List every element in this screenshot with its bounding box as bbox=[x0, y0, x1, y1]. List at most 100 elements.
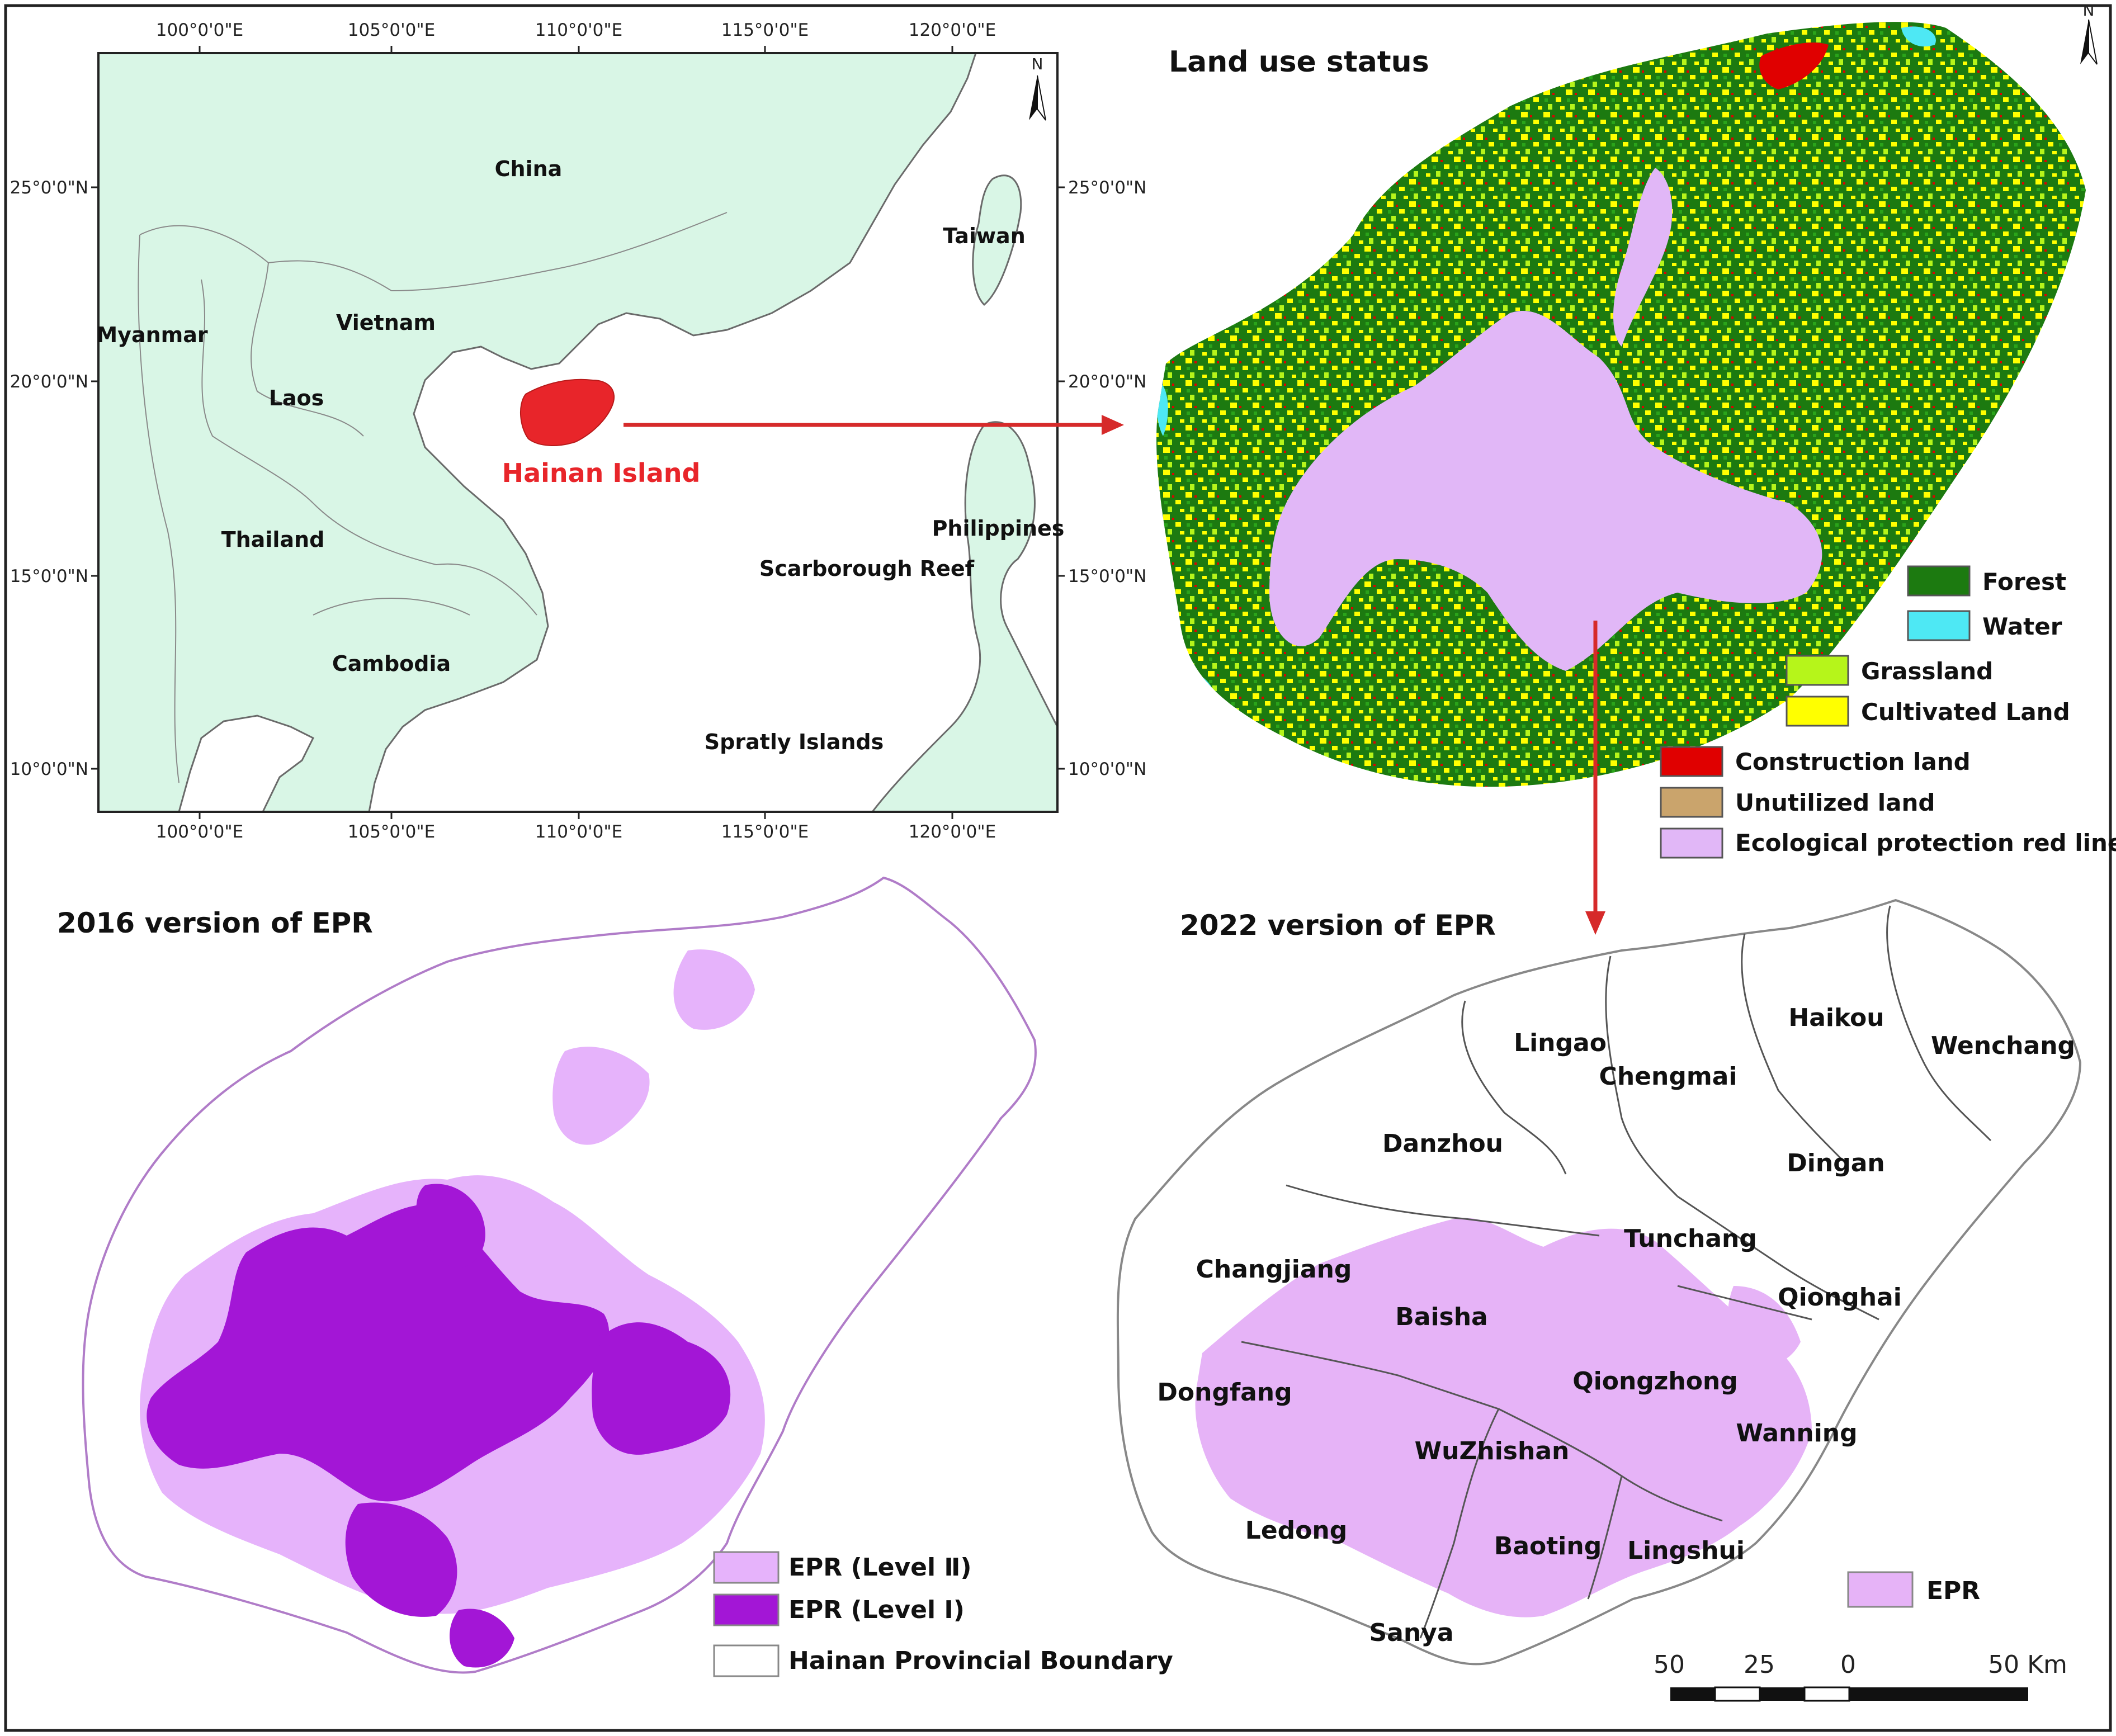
county-baoting: Baoting bbox=[1494, 1532, 1602, 1560]
top-tick-label: 120°0'0"E bbox=[909, 20, 996, 40]
red-line-zone bbox=[1269, 311, 1822, 671]
epr-2022-legend: EPR bbox=[1847, 1571, 1980, 1608]
place-thailand: Thailand bbox=[221, 527, 325, 552]
location-map-ticks bbox=[91, 46, 1065, 819]
county-sanya: Sanya bbox=[1369, 1619, 1453, 1647]
bottom-tick-label: 120°0'0"E bbox=[909, 822, 996, 842]
legend-swatch-boundary bbox=[713, 1644, 780, 1677]
bottom-tick-label: 100°0'0"E bbox=[156, 822, 243, 842]
epr-2022-map: 2022 version of EPR Lingao Haikou Wencha… bbox=[1116, 898, 2082, 1702]
county-haikou: Haikou bbox=[1788, 1004, 1884, 1032]
bottom-tick-label: 110°0'0"E bbox=[535, 822, 622, 842]
land-use-legend: Forest Water Grassland Cultivated Land C… bbox=[1660, 565, 2116, 859]
epr-level2-zone bbox=[552, 1047, 650, 1145]
scale-segment bbox=[1849, 1687, 2028, 1701]
north-arrow-icon: N bbox=[1029, 55, 1046, 121]
county-qiongzhong: Qiongzhong bbox=[1572, 1367, 1738, 1396]
county-chengmai: Chengmai bbox=[1599, 1062, 1737, 1091]
scale-label: 50 bbox=[1654, 1650, 1685, 1679]
land-use-title: Land use status bbox=[1169, 45, 1429, 79]
legend-swatch-cultivated bbox=[1786, 696, 1849, 727]
left-tick-label: 15°0'0"N bbox=[10, 566, 88, 586]
epr-zone bbox=[1195, 1218, 1812, 1617]
left-tick-label: 10°0'0"N bbox=[10, 759, 88, 779]
county-lingshui: Lingshui bbox=[1627, 1536, 1745, 1565]
north-label: N bbox=[1032, 55, 1043, 73]
county-qionghai: Qionghai bbox=[1778, 1283, 1902, 1312]
water-coast bbox=[1901, 26, 1936, 47]
scale-segment bbox=[1714, 1686, 1761, 1702]
epr-2016-legend: EPR (Level Ⅱ) EPR (Level Ⅰ) Hainan Provi… bbox=[713, 1551, 1173, 1677]
top-tick-label: 110°0'0"E bbox=[535, 20, 622, 40]
scale-segment bbox=[1803, 1686, 1850, 1702]
bottom-tick-label: 115°0'0"E bbox=[721, 822, 809, 842]
legend-construction: Construction land bbox=[1735, 748, 1971, 775]
land-use-map: Land use status N Forest Water Grassland… bbox=[1156, 1, 2116, 935]
scale-bar: 50 25 0 50 Km bbox=[1654, 1650, 2067, 1702]
right-tick-label: 10°0'0"N bbox=[1068, 759, 1146, 779]
top-tick-label: 105°0'0"E bbox=[348, 20, 435, 40]
legend-level1: EPR (Level Ⅰ) bbox=[788, 1596, 965, 1624]
scale-label: 50 Km bbox=[1988, 1650, 2067, 1679]
legend-level2: EPR (Level Ⅱ) bbox=[788, 1553, 972, 1582]
location-map: 100°0'0"E 105°0'0"E 110°0'0"E 115°0'0"E … bbox=[10, 20, 1147, 842]
legend-forest: Forest bbox=[1982, 568, 2066, 595]
place-laos: Laos bbox=[269, 386, 324, 410]
county-dingan: Dingan bbox=[1787, 1149, 1884, 1177]
legend-swatch-construction bbox=[1660, 746, 1723, 777]
county-tunchang: Tunchang bbox=[1624, 1224, 1757, 1253]
epr-level1-zone bbox=[449, 1609, 514, 1668]
legend-swatch-forest bbox=[1907, 565, 1971, 597]
legend-cultivated: Cultivated Land bbox=[1861, 698, 2070, 726]
county-changjiang: Changjiang bbox=[1196, 1255, 1352, 1284]
legend-swatch-red-line bbox=[1660, 827, 1723, 859]
epr-level1-zone bbox=[147, 1204, 610, 1502]
left-tick-label: 25°0'0"N bbox=[10, 178, 88, 198]
legend-swatch-grassland bbox=[1786, 655, 1849, 686]
legend-red-line: Ecological protection red line bbox=[1735, 829, 2116, 857]
place-taiwan: Taiwan bbox=[943, 224, 1026, 248]
place-china: China bbox=[495, 157, 563, 181]
legend-grassland: Grassland bbox=[1861, 657, 1993, 685]
legend-unutilized: Unutilized land bbox=[1735, 789, 1935, 816]
legend-swatch-level2 bbox=[713, 1551, 780, 1584]
place-myanmar: Myanmar bbox=[96, 323, 208, 347]
legend-water: Water bbox=[1982, 613, 2062, 640]
county-wuzhishan: WuZhishan bbox=[1415, 1437, 1570, 1465]
county-lingao: Lingao bbox=[1514, 1029, 1607, 1057]
legend-swatch-epr bbox=[1847, 1571, 1914, 1608]
epr-zone bbox=[1727, 1286, 1801, 1366]
county-dongfang: Dongfang bbox=[1157, 1378, 1292, 1407]
legend-boundary: Hainan Provincial Boundary bbox=[788, 1647, 1173, 1675]
mainland-asia bbox=[98, 53, 977, 812]
malay-peninsula bbox=[178, 715, 315, 812]
legend-swatch-level1 bbox=[713, 1593, 780, 1626]
scale-label: 0 bbox=[1840, 1650, 1856, 1679]
place-scarborough-reef: Scarborough Reef bbox=[759, 556, 975, 581]
county-wenchang: Wenchang bbox=[1931, 1032, 2075, 1060]
hainan-island-shape bbox=[519, 379, 615, 446]
right-tick-label: 15°0'0"N bbox=[1068, 566, 1146, 586]
county-baisha: Baisha bbox=[1395, 1303, 1488, 1331]
epr-level1-zone bbox=[416, 1184, 485, 1269]
construction-haikou bbox=[1759, 42, 1829, 89]
right-tick-label: 20°0'0"N bbox=[1068, 372, 1146, 392]
county-boundaries bbox=[1241, 905, 1992, 1639]
place-cambodia: Cambodia bbox=[332, 651, 451, 676]
county-ledong: Ledong bbox=[1245, 1516, 1347, 1545]
legend-swatch-unutilized bbox=[1660, 787, 1723, 818]
taiwan-shape bbox=[972, 174, 1022, 306]
top-tick-label: 115°0'0"E bbox=[721, 20, 809, 40]
right-tick-label: 25°0'0"N bbox=[1068, 178, 1146, 198]
red-line-zone bbox=[1613, 168, 1673, 347]
scale-segment bbox=[1670, 1687, 1715, 1701]
north-label: N bbox=[2083, 1, 2095, 20]
scale-segment bbox=[1760, 1687, 1805, 1701]
epr-2022-title: 2022 version of EPR bbox=[1180, 909, 1496, 942]
place-philippines: Philippines bbox=[932, 516, 1065, 541]
top-tick-label: 100°0'0"E bbox=[156, 20, 243, 40]
epr-level1-zone bbox=[592, 1322, 731, 1455]
epr-2016-title: 2016 version of EPR bbox=[57, 907, 373, 939]
scale-label: 25 bbox=[1744, 1650, 1775, 1679]
